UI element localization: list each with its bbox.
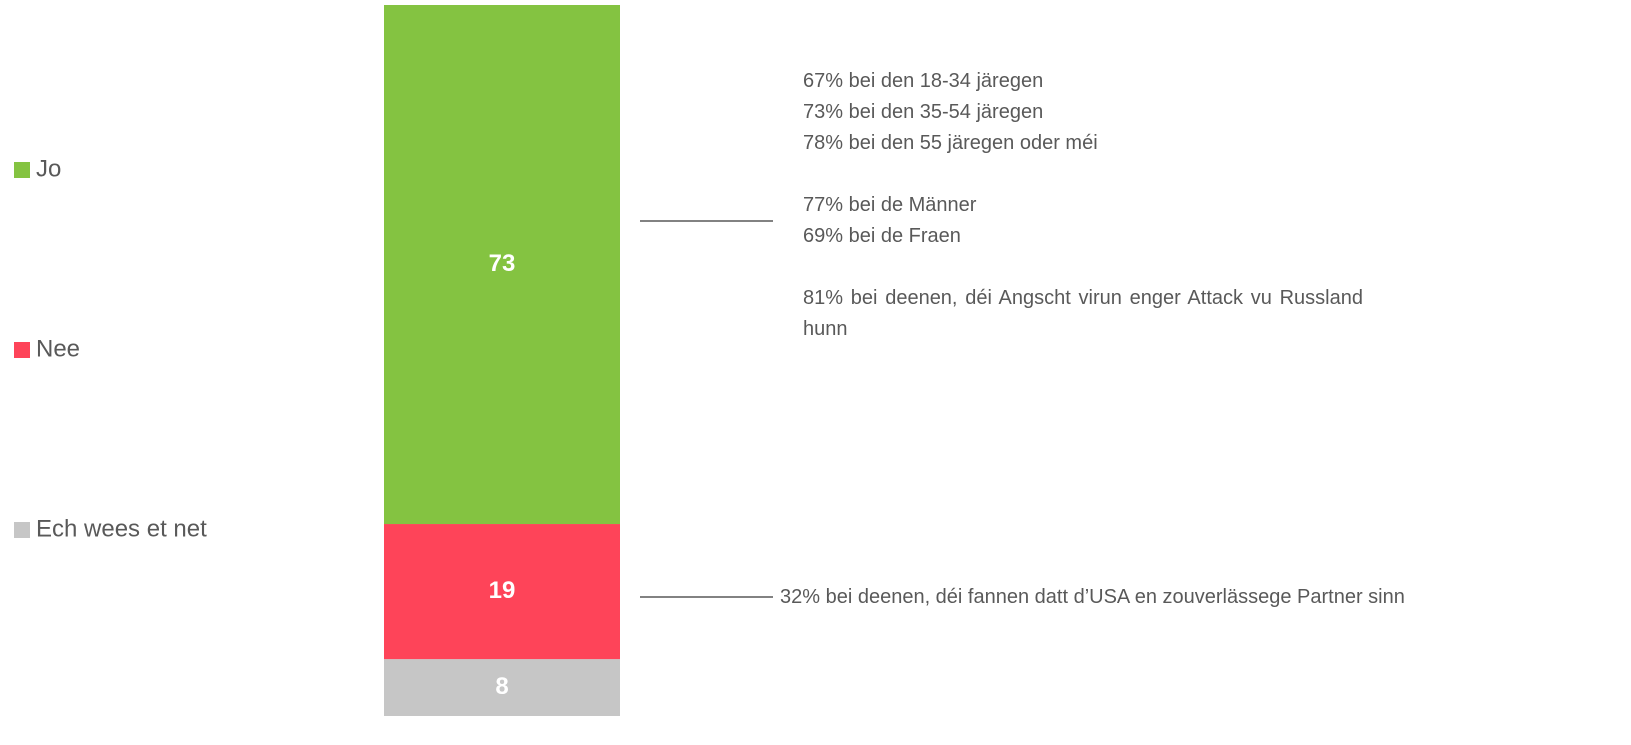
bar-segment [384, 524, 620, 660]
annotation-paragraph: 81% bei deenen, déi Angscht virun enger … [803, 283, 1363, 345]
legend-label: Jo [36, 155, 61, 182]
annotation-line: 77% bei de Männer [803, 194, 977, 216]
legend-label: Nee [36, 335, 80, 362]
annotation-paragraph: 32% bei deenen, déi fannen datt d’USA en… [780, 582, 1430, 613]
annotation-line: 69% bei de Fraen [803, 225, 961, 247]
legend-swatch [14, 342, 30, 358]
annotation-line: 67% bei den 18-34 järegen [803, 70, 1044, 92]
value-label: 8 [495, 673, 508, 700]
legend-swatch [14, 522, 30, 538]
annotation-paragraph: 67% bei den 18-34 järegen 73% bei den 35-… [803, 66, 1363, 159]
annotation-line: 78% bei den 55 järegen oder méi [803, 132, 1098, 154]
annotation-paragraph: 77% bei de Männer 69% bei de Fraen [803, 190, 1363, 252]
bar-segment [384, 5, 620, 525]
annotation-line: 73% bei den 35-54 järegen [803, 101, 1044, 123]
annotation: 67% bei den 18-34 järegen 73% bei den 35-… [803, 66, 1363, 376]
legend-label: Ech wees et net [36, 515, 207, 542]
value-label: 73 [489, 250, 516, 277]
annotation-line: 81% bei deenen, déi Angscht virun enger … [803, 287, 1363, 340]
annotation-line: 32% bei deenen, déi fannen datt d’USA en… [780, 586, 1405, 608]
bar-segment [384, 659, 620, 716]
legend-swatch [14, 162, 30, 178]
annotation: 32% bei deenen, déi fannen datt d’USA en… [780, 582, 1430, 644]
value-label: 19 [489, 577, 516, 604]
